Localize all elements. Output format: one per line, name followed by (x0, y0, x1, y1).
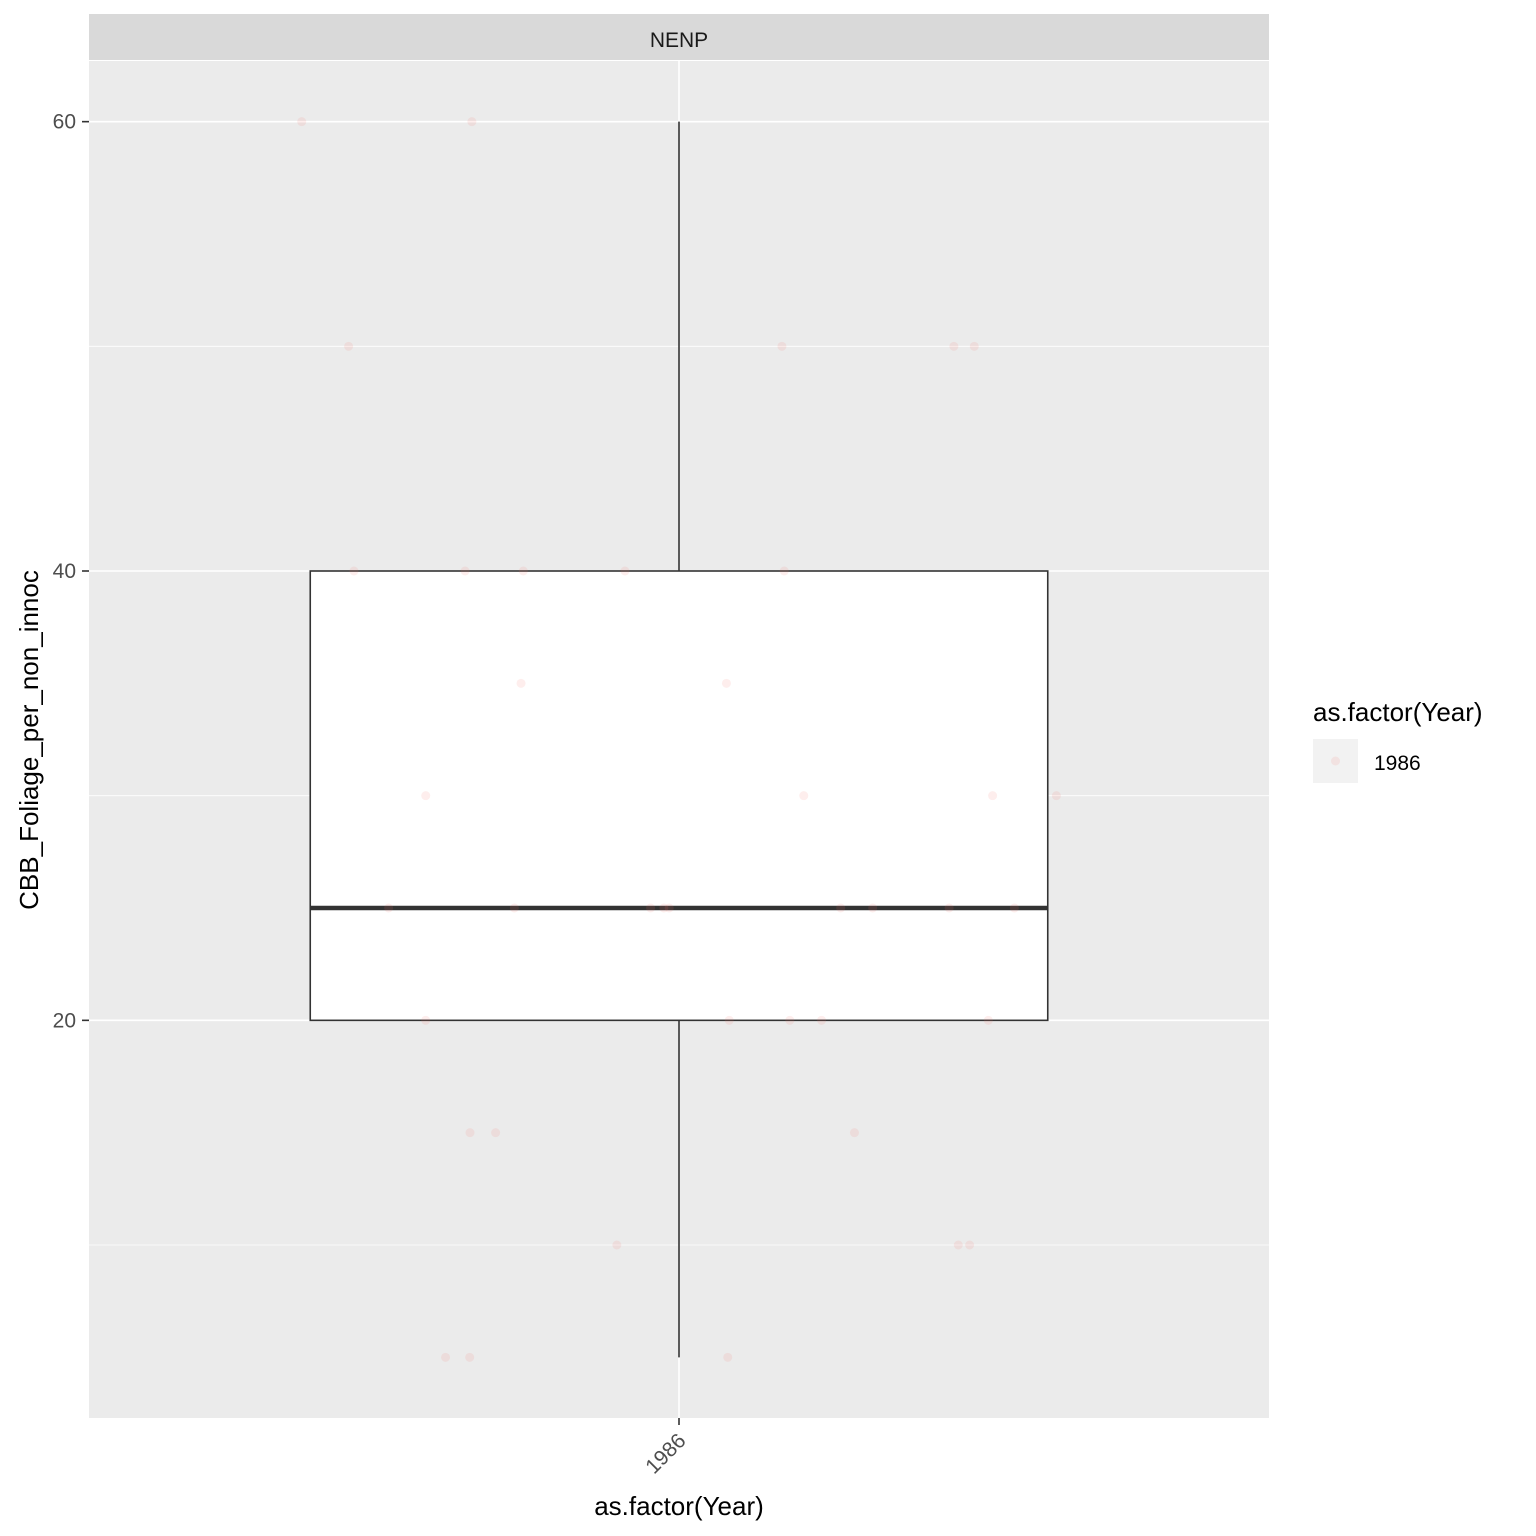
data-point (799, 791, 809, 801)
data-point (988, 791, 998, 801)
data-point (509, 903, 519, 913)
legend-key-point (1331, 756, 1340, 766)
data-point (868, 903, 878, 913)
data-point (612, 1240, 622, 1250)
data-point (721, 678, 731, 688)
data-point (944, 903, 954, 913)
data-point (785, 1015, 795, 1025)
data-point (953, 1240, 963, 1250)
data-point (965, 1240, 975, 1250)
facet-strip-label: NENP (650, 29, 708, 52)
y-tick-label: 60 (53, 111, 76, 134)
data-point (467, 117, 477, 127)
data-point (817, 1015, 827, 1025)
boxplot (309, 121, 1049, 1358)
data-point (491, 1128, 501, 1138)
y-axis: 20 40 60 (53, 111, 89, 1032)
data-point (779, 566, 789, 576)
legend-entry-label: 1986 (1374, 752, 1421, 775)
data-point (1009, 903, 1019, 913)
data-point (460, 566, 470, 576)
data-point (620, 566, 630, 576)
data-point (516, 678, 526, 688)
data-point (969, 341, 979, 351)
data-point (421, 1015, 431, 1025)
data-point (724, 1015, 734, 1025)
y-tick-label: 40 (53, 560, 76, 583)
data-point (1051, 791, 1061, 801)
jitter-points (297, 117, 1061, 1362)
data-point (297, 117, 307, 127)
y-tick-label: 20 (53, 1009, 76, 1032)
data-point (349, 566, 359, 576)
x-tick-label: 1986 (641, 1429, 690, 1478)
data-point (723, 1352, 733, 1362)
data-point (384, 903, 394, 913)
data-point (983, 1015, 993, 1025)
data-point (344, 341, 354, 351)
data-point (836, 903, 846, 913)
data-point (777, 341, 787, 351)
data-point (441, 1352, 451, 1362)
legend-title: as.factor(Year) (1313, 697, 1483, 727)
y-axis-title: CBB_Foliage_per_non_innoc (14, 570, 44, 910)
strip-background (89, 14, 1269, 60)
data-point (659, 903, 669, 913)
legend: as.factor(Year) 1986 (1313, 697, 1483, 783)
box-iqr (309, 570, 1049, 1022)
legend-key (1313, 739, 1358, 783)
data-point (465, 1128, 475, 1138)
data-point (421, 791, 431, 801)
data-point (465, 1352, 475, 1362)
data-point (949, 341, 959, 351)
data-point (664, 903, 674, 913)
data-point (646, 903, 656, 913)
x-axis: 1986 (641, 1418, 691, 1479)
data-point (518, 566, 528, 576)
x-axis-title: as.factor(Year) (594, 1491, 764, 1521)
data-point (849, 1128, 859, 1138)
